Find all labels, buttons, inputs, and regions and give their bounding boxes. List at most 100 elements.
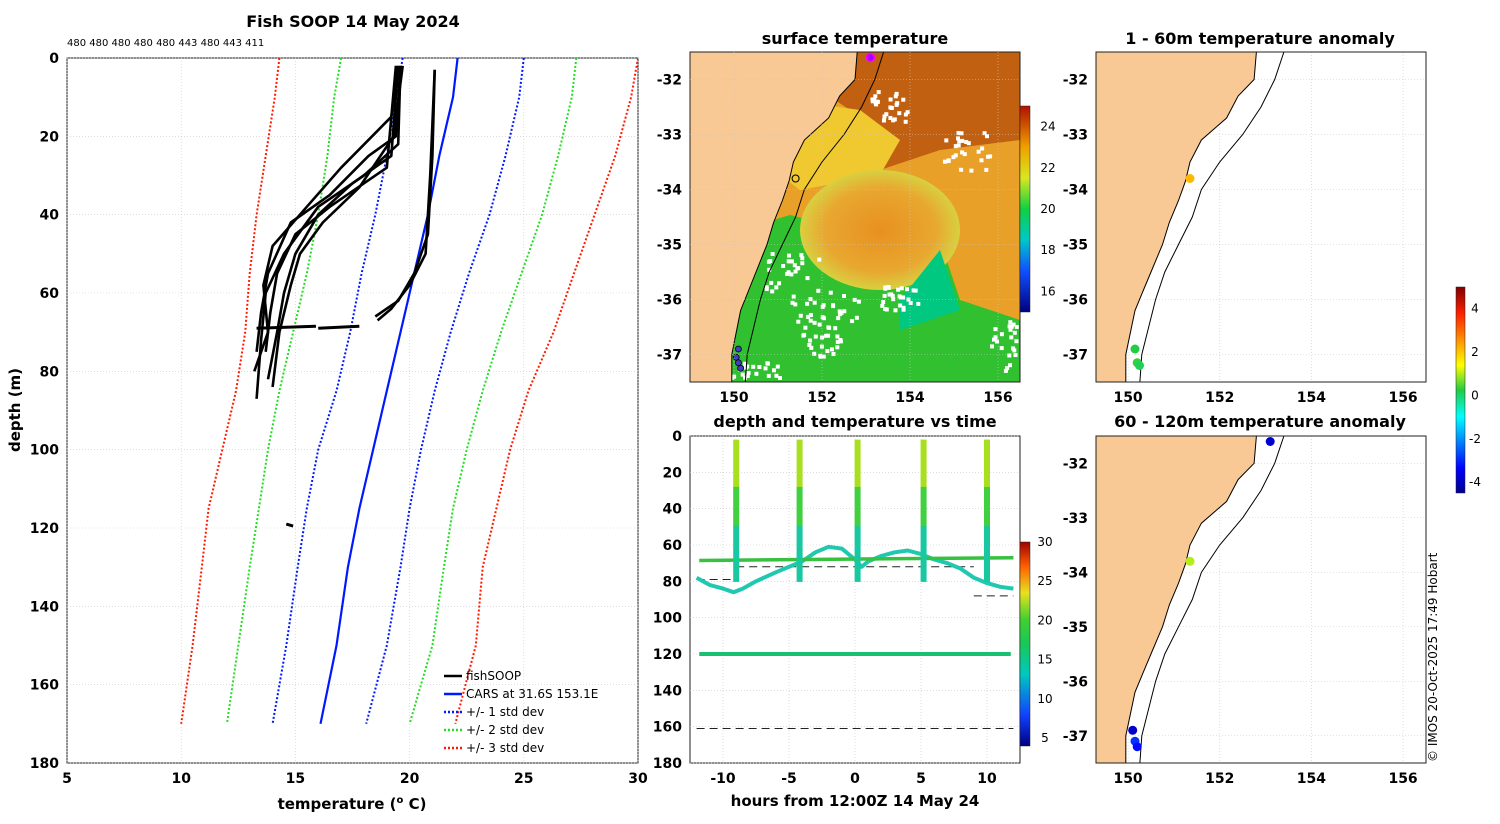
dive-segment [854,494,861,504]
cloud-pixel [893,94,898,99]
cloud-pixel [901,97,906,102]
dive-segment [796,502,803,511]
cloud-pixel [985,134,989,139]
cloud-pixel [883,286,888,291]
sst-ytick: -34 [657,183,683,199]
anom2-xtick: 152 [1205,771,1234,787]
cloud-pixel [792,263,797,268]
cloud-pixel [894,102,899,107]
cloud-pixel [1014,339,1019,344]
dive-segment [920,534,927,543]
cloud-pixel [808,318,813,323]
profile-deep-blip [285,522,294,528]
dive-segment [854,471,861,480]
profile-ytick: 120 [30,521,59,537]
cloud-pixel [984,167,989,172]
legend-label: fishSOOP [466,669,521,683]
dive-segment [733,557,740,567]
dive-segment [984,463,990,472]
anom1-map [1096,52,1426,382]
cloud-pixel [946,158,951,163]
cloud-pixel [956,131,961,136]
dive-segment [984,439,990,448]
dive-segment [920,542,927,551]
cloud-pixel [830,347,834,352]
dive-segment [733,502,740,511]
cloud-pixel [806,314,811,319]
dive-segment [984,557,990,567]
profile-series-line [319,58,459,725]
cloud-pixel [774,373,779,378]
time-ytick: 80 [663,574,683,590]
dive-segment [796,479,803,488]
profile-ylabel: depth (m) [6,368,24,452]
profile-xlabel-main: temperature ( [278,795,397,813]
cloud-pixel [959,167,964,172]
dive-segment [984,510,990,519]
time-ytick: 180 [653,756,682,772]
cloud-pixel [888,105,893,110]
dive-segment [920,565,927,574]
profile-flat-segment [318,324,360,330]
profile-xlabel-end: C) [403,795,426,813]
dive-segment [984,494,990,504]
anom1-axes-box [1095,51,1427,383]
cloud-pixel [886,285,891,289]
cloud-pixel [993,327,998,332]
dive-segment [854,486,861,496]
cloud-pixel [911,288,916,293]
cloud-pixel [745,374,750,378]
anom2-points [1128,437,1275,752]
legend-label: +/- 3 std dev [466,741,544,755]
legend-label: +/- 2 std dev [466,723,544,737]
anom2-xtick: 154 [1297,771,1326,787]
credit-text: © IMOS 20-Oct-2025 17:49 Hobart [1426,552,1440,762]
anom1-xtick: 150 [1113,390,1142,406]
dive-segment [854,549,861,559]
time-data [695,439,1014,729]
anom1-ytick: -37 [1063,348,1088,364]
anom1-ticks: 150 152 154 156 -32 -33 -34 -35 -36 -37 [1063,73,1418,407]
anom1-ytick: -35 [1063,238,1088,254]
cloud-pixel [809,345,814,350]
profile-location-marker [791,174,800,183]
cloud-pixel [803,325,808,330]
cloud-pixel [798,313,803,318]
cloud-pixel [856,299,861,304]
cloud-pixel [770,252,775,256]
cloud-pixel [818,354,823,359]
cloud-pixel [836,316,841,321]
dive-segment [984,534,990,543]
cloud-pixel [888,116,893,120]
anom-colorbar [1455,286,1466,494]
dive-segment [796,534,803,543]
cloud-pixel [740,372,745,377]
cloud-pixel [1026,337,1030,341]
profile-xlabel-sup: o [396,795,403,806]
anom2-title: 60 - 120m temperature anomaly [1114,412,1406,431]
dive-segment [920,518,927,527]
cloud-pixel [899,286,904,291]
cloud-pixel [962,152,967,157]
cloud-pixel [742,361,747,366]
anom2-map [1096,436,1426,763]
cloud-pixel [979,158,984,163]
anomaly-point [1135,361,1144,370]
time-colorbar-tick: 30 [1037,535,1052,549]
dive-segment [920,447,927,456]
cloud-pixel [821,354,826,359]
anom2-axes-box [1095,435,1427,764]
cloud-pixel [746,371,751,375]
cloud-pixel [763,366,768,371]
cloud-pixel [905,110,910,115]
cloud-pixel [953,144,958,149]
profile-axes-box [66,57,639,764]
cloud-pixel [789,272,794,277]
dive-segment [854,557,861,567]
dive-segment [796,518,803,527]
cloud-pixel [916,301,921,306]
cloud-pixel [831,304,836,309]
time-ytick: 40 [663,502,683,518]
cloud-pixel [764,287,769,291]
